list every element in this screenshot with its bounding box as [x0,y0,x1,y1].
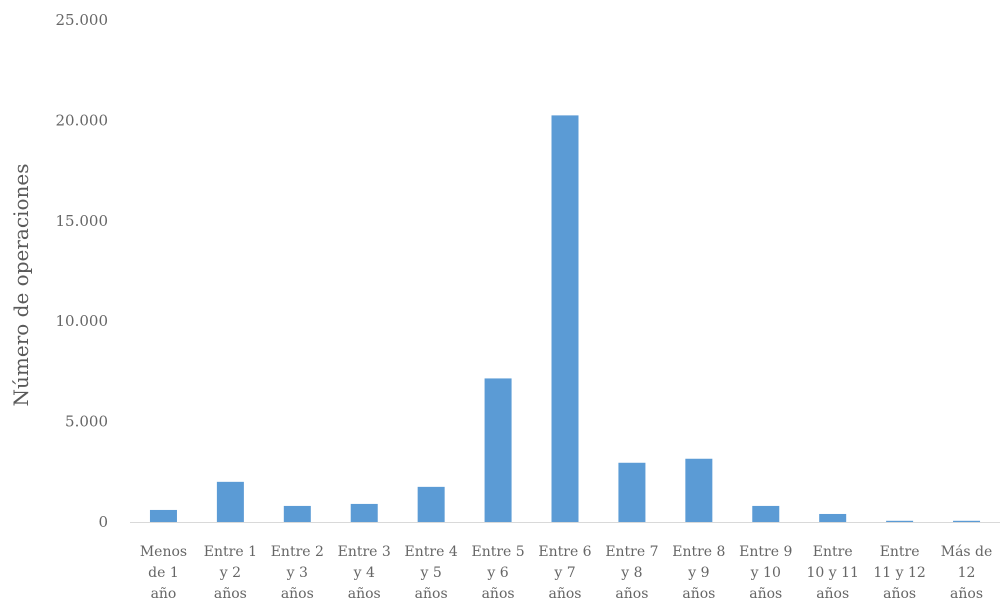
bar [149,509,177,522]
bar [685,458,713,522]
y-tick-label: 0 [98,513,108,531]
bar [819,513,847,522]
y-tick-label: 20.000 [56,111,109,129]
bar [350,503,378,522]
bar [216,481,244,522]
bar [618,462,646,522]
x-tick-label: Más de 12 años [941,544,993,602]
bar [417,486,445,522]
bar [283,505,311,522]
bar [484,378,512,522]
y-tick-label: 25.000 [56,11,109,29]
y-axis-ticks: 0 5.000 10.000 15.000 20.000 25.000 [56,11,109,531]
y-tick-label: 10.000 [56,312,109,330]
y-axis-title: Número de operaciones [9,164,33,407]
x-tick-label: Entre 10 y 11 años [806,544,858,602]
bar [953,520,981,522]
y-tick-label: 5.000 [65,413,108,431]
bar [886,520,914,522]
y-tick-label: 15.000 [56,212,109,230]
bar [551,115,579,522]
x-tick-label: Menos de 1 año [140,544,187,602]
x-tick-label: Entre 11 y 12 años [873,544,925,602]
bars [149,115,981,522]
bar [752,505,780,522]
